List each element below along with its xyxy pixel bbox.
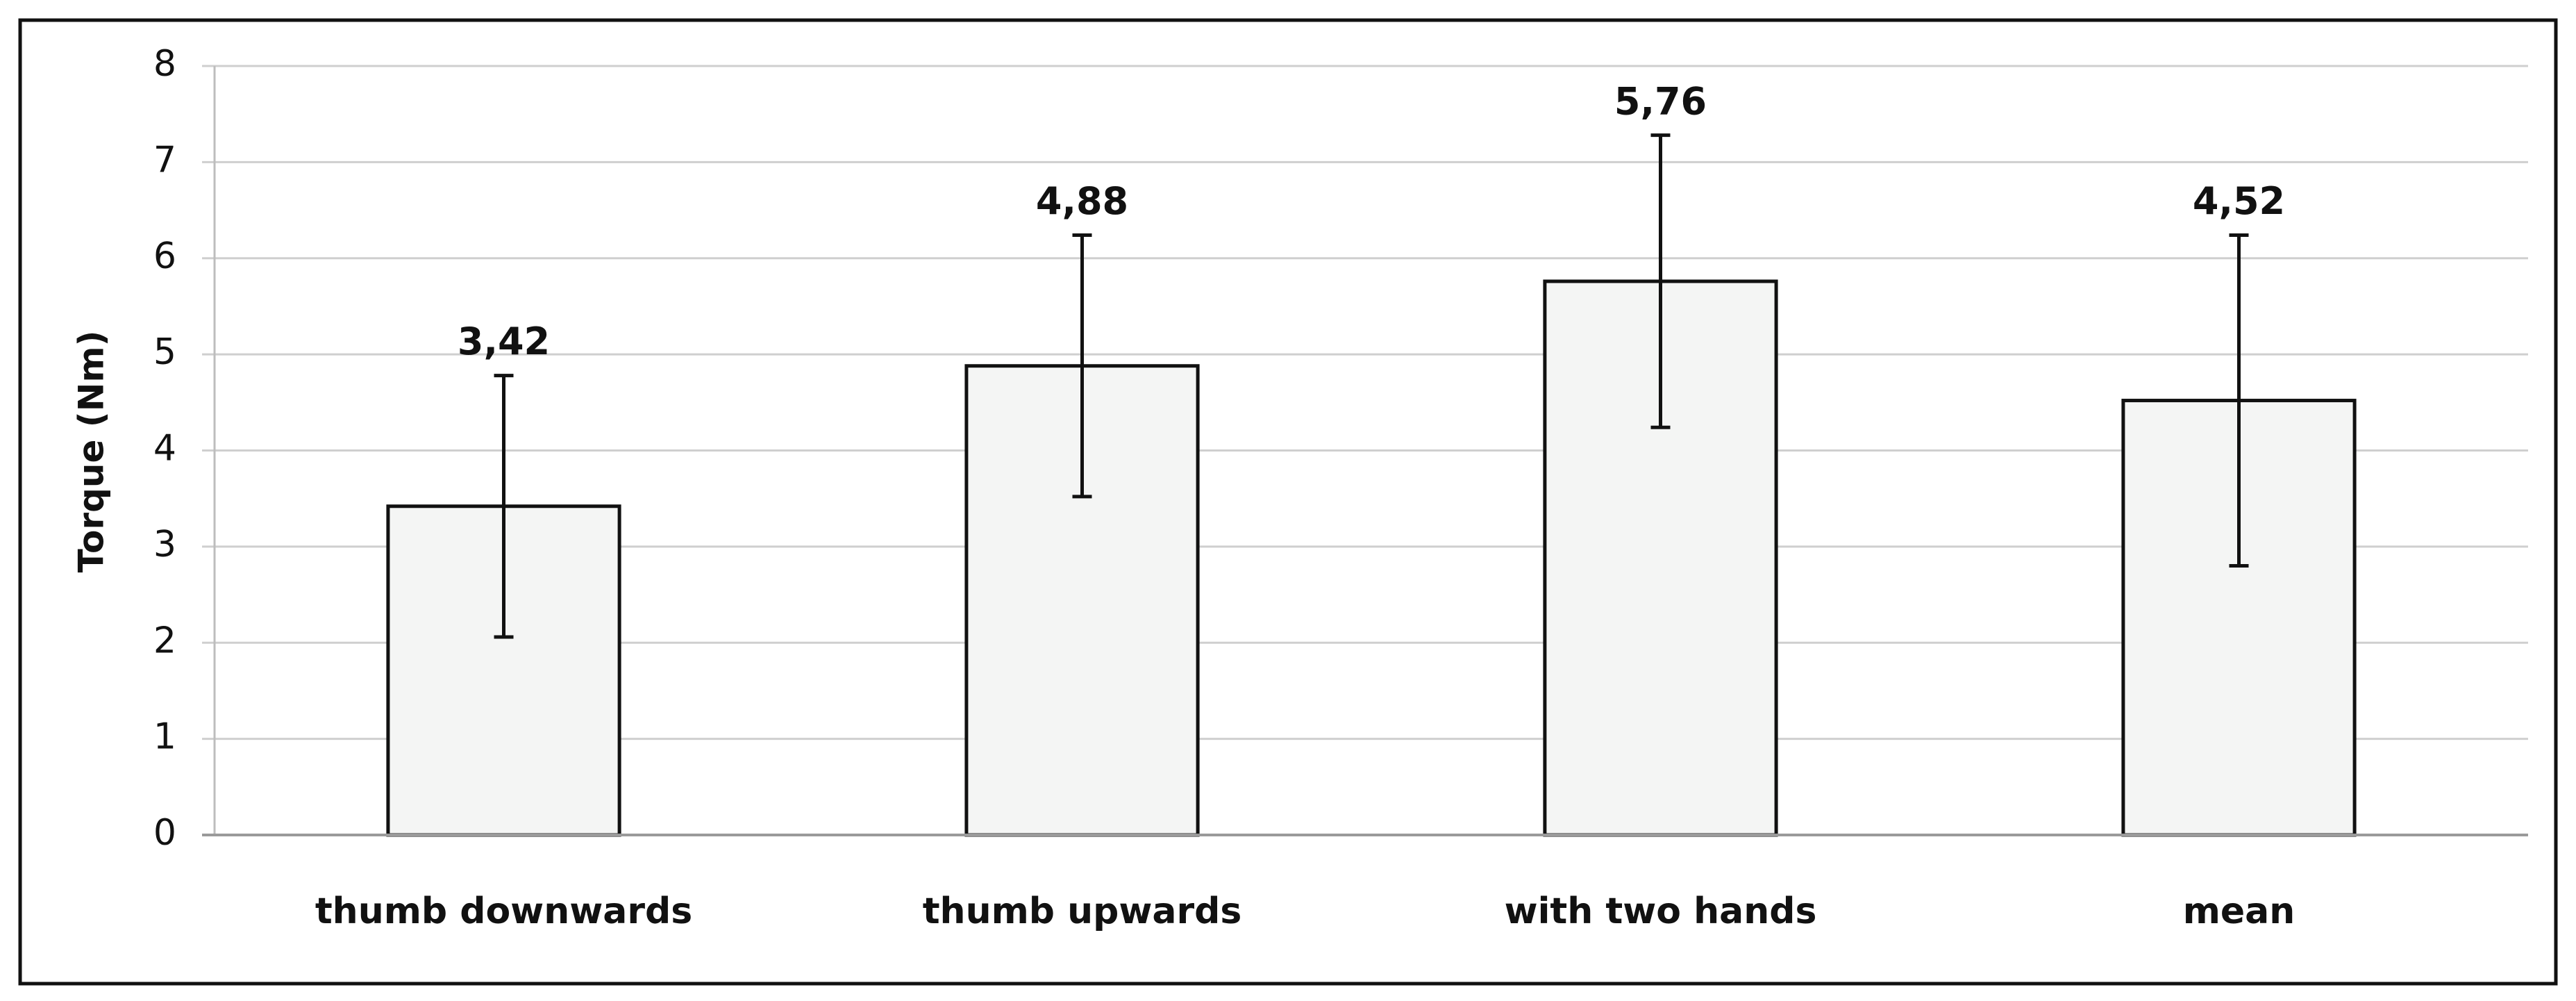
- error-bar: [1650, 133, 1671, 429]
- error-bar: [1072, 233, 1092, 499]
- y-tick-label: 7: [153, 139, 176, 181]
- value-label: 4,52: [2193, 179, 2285, 223]
- y-tick-label: 0: [153, 812, 176, 854]
- x-tick-label: thumb upwards: [923, 891, 1242, 932]
- error-bar: [2229, 233, 2249, 568]
- y-tick-label: 3: [153, 524, 176, 565]
- value-label: 3,42: [458, 320, 550, 363]
- error-bar: [494, 374, 514, 639]
- value-label: 4,88: [1036, 179, 1128, 223]
- x-tick-label: with two hands: [1505, 891, 1817, 932]
- y-tick-label: 8: [153, 43, 176, 85]
- y-tick-label: 6: [153, 235, 176, 277]
- y-tick-label: 5: [153, 331, 176, 373]
- x-tick-label: mean: [2183, 891, 2295, 932]
- y-axis-label: Torque (Nm): [72, 331, 112, 573]
- y-tick-label: 2: [153, 620, 176, 661]
- y-tick-label: 1: [153, 716, 176, 758]
- value-label: 5,76: [1614, 79, 1707, 123]
- y-tick-label: 4: [153, 428, 176, 470]
- x-tick-label: thumb downwards: [315, 891, 692, 932]
